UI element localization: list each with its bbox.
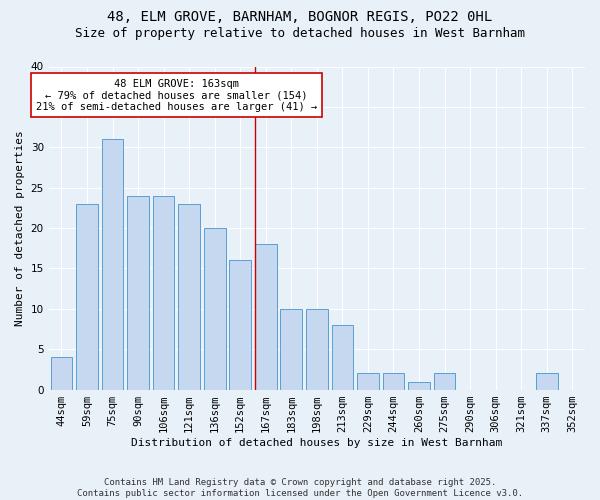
Bar (255, 244, 277, 390)
Bar (178, 204, 200, 390)
Y-axis label: Number of detached properties: Number of detached properties (15, 130, 25, 326)
Bar (332, 325, 353, 390)
Bar (280, 309, 302, 390)
Bar (127, 196, 149, 390)
Bar (204, 228, 226, 390)
Text: Size of property relative to detached houses in West Barnham: Size of property relative to detached ho… (75, 28, 525, 40)
Bar (434, 374, 455, 390)
Text: 48, ELM GROVE, BARNHAM, BOGNOR REGIS, PO22 0HL: 48, ELM GROVE, BARNHAM, BOGNOR REGIS, PO… (107, 10, 493, 24)
Text: 48 ELM GROVE: 163sqm
← 79% of detached houses are smaller (154)
21% of semi-deta: 48 ELM GROVE: 163sqm ← 79% of detached h… (36, 78, 317, 112)
Bar (101, 139, 124, 390)
Bar (229, 260, 251, 390)
Bar (153, 196, 175, 390)
Bar (408, 382, 430, 390)
Bar (50, 358, 72, 390)
Text: Contains HM Land Registry data © Crown copyright and database right 2025.
Contai: Contains HM Land Registry data © Crown c… (77, 478, 523, 498)
Bar (76, 204, 98, 390)
Bar (357, 374, 379, 390)
Bar (306, 309, 328, 390)
Bar (383, 374, 404, 390)
Bar (536, 374, 557, 390)
X-axis label: Distribution of detached houses by size in West Barnham: Distribution of detached houses by size … (131, 438, 502, 448)
